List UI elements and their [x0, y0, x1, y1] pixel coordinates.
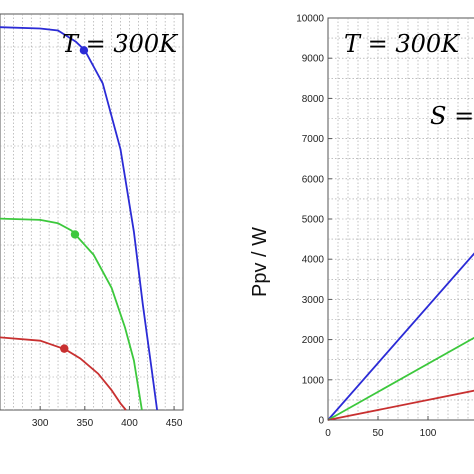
right-y-ticks: 0 1000 2000 3000 4000 5000 6000 7000 8000 9000 100… — [296, 14, 332, 427]
left-annotation: T = 300K — [62, 30, 179, 58]
right-chart-panel: 0 50 100 0 1000 2000 3000 4000 5000 6000 7000 8000… — [249, 14, 474, 439]
left-series-line-2 — [0, 217, 143, 411]
right-y-tick-label: 5000 — [302, 215, 325, 226]
right-y-tick-label: 10000 — [296, 14, 324, 25]
right-y-tick-label: 8000 — [302, 94, 325, 105]
right-y-tick-label: 9000 — [302, 54, 325, 65]
left-chart-panel: 300 350 400 450 T = 300K — [0, 13, 184, 429]
left-series-line-1 — [0, 26, 158, 411]
left-x-tick-label: 300 — [32, 418, 49, 429]
right-grid — [328, 18, 474, 420]
right-x-tick-label: 50 — [372, 428, 384, 439]
left-series-group — [0, 26, 158, 411]
right-series-line-2 — [327, 336, 474, 421]
left-x-tick-label: 350 — [76, 418, 93, 429]
right-y-axis-label: Ppv / W — [249, 227, 271, 297]
right-y-tick-label: 4000 — [302, 255, 325, 266]
right-series-group — [327, 252, 474, 421]
right-y-tick-label: 2000 — [302, 335, 325, 346]
right-y-tick-label: 7000 — [302, 134, 325, 145]
right-y-tick-label: 3000 — [302, 295, 325, 306]
right-series-line-3 — [327, 389, 474, 421]
left-series-line-3 — [0, 336, 127, 411]
right-series-line-1 — [327, 252, 474, 421]
left-series-marker-3 — [60, 344, 69, 353]
right-annotation-s: S = — [430, 102, 474, 130]
right-x-tick-label: 0 — [325, 428, 331, 439]
right-y-tick-label: 1000 — [302, 375, 325, 386]
left-x-tick-label: 450 — [166, 418, 183, 429]
right-y-tick-label: 6000 — [302, 174, 325, 185]
right-plot-frame — [327, 17, 474, 421]
left-series-marker-1 — [79, 46, 89, 55]
left-x-tick-label: 400 — [121, 418, 138, 429]
left-x-ticks: 300 350 400 450 — [32, 406, 183, 429]
right-y-tick-label: 0 — [318, 416, 324, 427]
right-annotation: T = 300K — [344, 30, 461, 58]
right-x-ticks: 0 50 100 — [325, 416, 437, 439]
left-series-marker-2 — [70, 230, 80, 239]
right-x-tick-label: 100 — [420, 428, 437, 439]
left-grid — [0, 14, 183, 410]
